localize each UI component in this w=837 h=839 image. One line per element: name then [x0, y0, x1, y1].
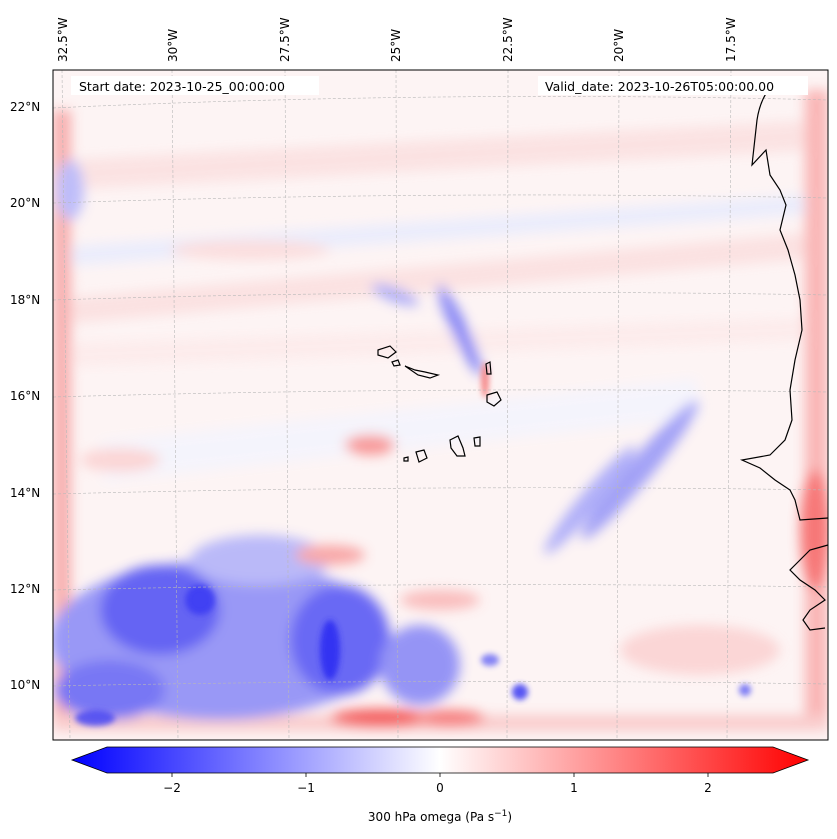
lon-label: 30°W — [166, 29, 180, 62]
africa-coastline — [739, 87, 829, 521]
colorbar-tick: 0 — [436, 781, 444, 795]
lon-label: 27.5°W — [278, 17, 292, 62]
island-boa-vista — [486, 391, 502, 407]
colorbar-label-close: ) — [507, 810, 512, 824]
colorbar-label-sup: −1 — [494, 809, 507, 819]
island-santo-antao — [377, 345, 397, 359]
map-frame — [52, 69, 829, 741]
valid-date-label: Valid_date: 2023-10-26T05:00:00.00 — [545, 79, 774, 94]
colorbar-label-text: 300 hPa omega (Pa s — [368, 810, 494, 824]
lat-label: 18°N — [10, 293, 40, 307]
colorbar: −2 −1 0 1 2 300 hPa omega (Pa s−1) — [70, 746, 810, 824]
island-sao-vicente — [391, 359, 401, 367]
lon-label: 20°W — [612, 29, 626, 62]
island-sao-nicolau — [404, 365, 441, 379]
island-maio — [473, 436, 481, 447]
africa-coastline-south — [789, 544, 829, 631]
island-sal — [485, 361, 492, 375]
colorbar-bar — [70, 746, 810, 774]
latitude-labels: 22°N 20°N 18°N 16°N 14°N 12°N 10°N — [10, 100, 40, 692]
start-date-box — [71, 76, 319, 95]
valid-date-box — [538, 76, 808, 95]
lat-label: 12°N — [10, 582, 40, 596]
colorbar-label: 300 hPa omega (Pa s−1) — [368, 809, 512, 824]
lon-label: 32.5°W — [56, 17, 70, 62]
lat-label: 22°N — [10, 100, 40, 114]
lon-label: 22.5°W — [501, 17, 515, 62]
colorbar-tick: 2 — [704, 781, 712, 795]
lon-label: 17.5°W — [724, 17, 738, 62]
colorbar-tick: 1 — [570, 781, 578, 795]
island-brava — [403, 456, 409, 462]
start-date-label: Start date: 2023-10-25_00:00:00 — [79, 79, 285, 94]
island-santiago — [449, 435, 466, 457]
omega-field — [53, 70, 828, 740]
lat-label: 16°N — [10, 389, 40, 403]
coastlines — [377, 87, 829, 631]
island-fogo — [415, 449, 428, 463]
longitude-labels: 32.5°W 30°W 27.5°W 25°W 22.5°W 20°W 17.5… — [56, 17, 738, 62]
graticule — [53, 70, 828, 740]
lon-label: 25°W — [389, 29, 403, 62]
lat-label: 14°N — [10, 486, 40, 500]
lat-label: 20°N — [10, 196, 40, 210]
colorbar-tick: −2 — [163, 781, 181, 795]
colorbar-tick: −1 — [297, 781, 315, 795]
lat-label: 10°N — [10, 678, 40, 692]
